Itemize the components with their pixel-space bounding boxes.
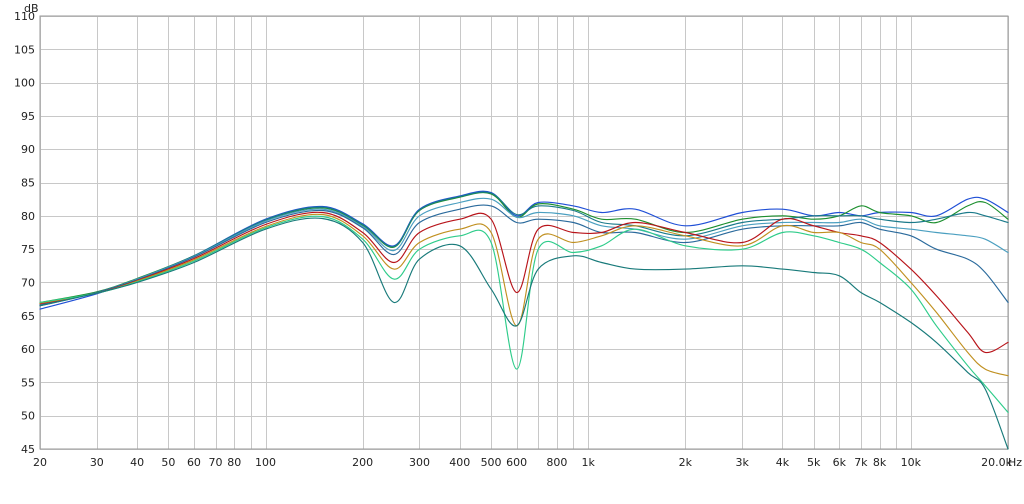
y-gridlines [40, 16, 1008, 450]
y-tick-label: 55 [21, 376, 35, 389]
x-tick-label: 100 [255, 456, 276, 469]
series-line-9 [39, 217, 1009, 450]
x-tick-label: 80 [227, 456, 241, 469]
x-tick-label: 600 [506, 456, 527, 469]
x-tick-label: 200 [352, 456, 373, 469]
series-line-7 [39, 213, 1009, 377]
series-line-8 [39, 215, 1009, 413]
series-layer [39, 190, 1009, 450]
x-tick-label: 6k [833, 456, 847, 469]
x-tick-label: 3k [735, 456, 749, 469]
x-tick-label: 30 [90, 456, 104, 469]
series-line-4 [39, 197, 1009, 305]
series-line-1 [39, 190, 1009, 310]
x-tick-label: 400 [449, 456, 470, 469]
series-line-5 [39, 204, 1009, 306]
x-tick-label: 60 [187, 456, 201, 469]
y-tick-label: 90 [21, 143, 35, 156]
x-tick-label: 10k [901, 456, 922, 469]
y-tick-labels: 45 50 55 60 65 70 75 80 85 90 95 100 105 110 [14, 10, 35, 456]
y-tick-label: 50 [21, 410, 35, 423]
x-tick-label: 500 [481, 456, 502, 469]
x-tick-labels: 20 30 40 50 60 70 80 100 200 300 400 500 600 800 1k 2k 3… [33, 456, 1013, 469]
series-line-6 [39, 211, 1009, 354]
x-tick-label: 5k [807, 456, 821, 469]
x-tick-label: 40 [130, 456, 144, 469]
y-tick-label: 95 [21, 110, 35, 123]
x-tick-label: 8k [873, 456, 887, 469]
x-tick-label: 1k [582, 456, 596, 469]
x-tick-label: 70 [209, 456, 223, 469]
y-tick-label: 75 [21, 243, 35, 256]
x-tick-label: 4k [776, 456, 790, 469]
series-line-3 [39, 191, 1009, 307]
y-tick-label: 65 [21, 310, 35, 323]
y-tick-label: 105 [14, 43, 35, 56]
x-gridlines [40, 16, 1009, 449]
y-tick-label: 100 [14, 77, 35, 90]
x-tick-label: 2k [679, 456, 693, 469]
x-tick-label: 300 [409, 456, 430, 469]
y-tick-label: 70 [21, 276, 35, 289]
x-tick-label: 7k [854, 456, 868, 469]
plot-area-border [39, 15, 1009, 450]
x-tick-label: 20.0k [981, 456, 1012, 469]
x-tick-label: 50 [161, 456, 175, 469]
y-axis-unit-label: dB [24, 2, 39, 15]
x-axis-unit-label: Hz [1008, 456, 1022, 469]
y-tick-label: 110 [14, 10, 35, 23]
x-tick-label: 800 [546, 456, 567, 469]
y-tick-label: 60 [21, 343, 35, 356]
series-line-2 [39, 192, 1009, 303]
y-tick-label: 80 [21, 210, 35, 223]
y-tick-label: 45 [21, 443, 35, 456]
y-tick-label: 85 [21, 177, 35, 190]
x-tick-label: 20 [33, 456, 47, 469]
